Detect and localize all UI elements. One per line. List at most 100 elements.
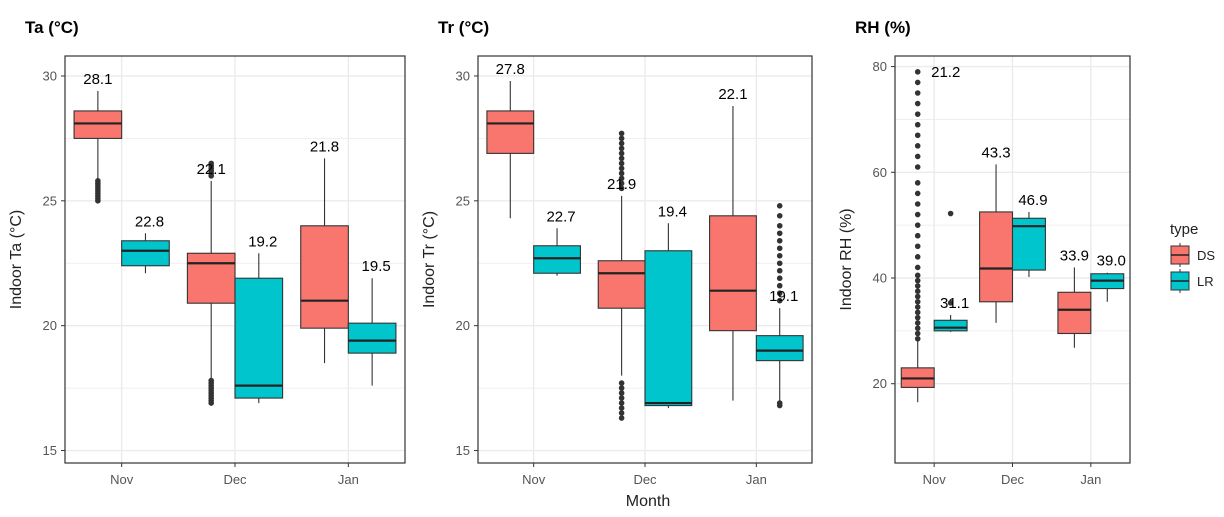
y-tick-label: 20	[873, 376, 887, 391]
box-body	[644, 250, 693, 407]
outlier-point	[914, 293, 921, 300]
value-label: 46.9	[1018, 192, 1047, 209]
outlier-point	[914, 111, 921, 117]
value-label: 33.9	[1060, 247, 1089, 264]
box-body	[486, 110, 535, 154]
outlier-point	[618, 135, 625, 142]
outlier-point	[776, 282, 783, 289]
outlier-point	[776, 252, 783, 259]
outlier-point	[618, 185, 625, 192]
value-label: 22.8	[135, 213, 164, 230]
x-tick-label: Nov	[110, 472, 134, 487]
outlier-point	[776, 297, 783, 304]
y-axis-label: Indoor RH (%)	[838, 208, 855, 310]
outlier-point	[776, 400, 783, 406]
value-label: 39.0	[1097, 253, 1126, 270]
outlier-point	[947, 210, 954, 217]
panel-title: Ta (°C)	[25, 18, 79, 37]
box-body	[597, 260, 646, 309]
outlier-point	[618, 405, 625, 411]
outlier-point	[618, 130, 625, 137]
outlier-point	[618, 145, 625, 152]
box-body	[186, 252, 236, 304]
outlier-point	[947, 300, 954, 306]
box-DS-jan: 33.9	[1057, 247, 1092, 348]
outlier-point	[914, 264, 921, 271]
y-tick-label: 20	[43, 318, 57, 333]
outlier-point	[914, 232, 921, 239]
outlier-point	[914, 330, 921, 337]
outlier-point	[618, 165, 625, 172]
box-LR-jan: 19.1	[755, 203, 804, 409]
value-label: 22.7	[546, 208, 575, 225]
value-label: 22.1	[718, 86, 747, 103]
box-LR-nov: 22.7	[533, 208, 581, 276]
value-label: 43.3	[981, 144, 1010, 161]
outlier-point	[914, 143, 921, 149]
legend-label: DS	[1197, 248, 1215, 263]
x-tick-label: Jan	[746, 472, 767, 487]
box-DS-dec: 43.3	[979, 144, 1014, 323]
outlier-point	[618, 390, 625, 396]
legend-title: type	[1170, 221, 1198, 238]
value-label: 28.1	[83, 71, 112, 88]
y-tick-label: 80	[873, 59, 887, 74]
outlier-point	[914, 153, 921, 160]
box-DS-dec: 21.9	[597, 130, 646, 421]
x-tick-label: Nov	[522, 472, 546, 487]
box-DS-nov: 28.1	[73, 71, 123, 204]
panel-title: RH (%)	[855, 18, 911, 37]
value-label: 19.4	[658, 203, 687, 220]
outlier-point	[914, 325, 921, 332]
outlier-point	[618, 380, 625, 386]
x-tick-label: Dec	[223, 472, 247, 487]
box-body	[73, 110, 123, 139]
panels: 28.1 22.1 21.8 22.8 19.2 19.5 15 20 25 30 Nov Dec Ja…	[8, 18, 1131, 487]
x-axis-label: Month	[626, 493, 670, 510]
outlier-point	[914, 320, 921, 326]
outlier-point	[914, 211, 921, 218]
box-body	[709, 215, 757, 332]
outlier-point	[618, 175, 625, 182]
value-label: 21.9	[607, 176, 636, 193]
outlier-point	[914, 132, 921, 139]
box-LR-nov: 31.1	[933, 210, 969, 332]
outlier-point	[914, 298, 921, 305]
outlier-point	[618, 155, 625, 162]
box-DS-nov: 21.2	[900, 64, 960, 403]
value-label: 21.2	[931, 64, 960, 81]
outlier-point	[208, 160, 214, 167]
box-body	[347, 322, 397, 354]
box-body	[755, 335, 804, 362]
panel-title: Tr (°C)	[438, 18, 489, 37]
y-tick-label: 20	[456, 318, 470, 333]
outlier-point	[914, 288, 921, 295]
y-tick-label: 30	[43, 68, 57, 83]
outlier-point	[914, 190, 921, 197]
y-tick-label: 15	[456, 443, 470, 458]
box-DS-jan: 22.1	[709, 86, 757, 401]
outlier-point	[914, 79, 921, 86]
box-body	[300, 225, 349, 329]
outlier-point	[914, 335, 921, 342]
outlier-point	[618, 150, 625, 157]
value-label: 21.8	[310, 138, 339, 155]
outlier-point	[776, 237, 783, 244]
outlier-point	[95, 178, 101, 184]
x-tick-label: Nov	[923, 472, 947, 487]
outlier-point	[914, 283, 921, 289]
panel-1: 28.1 22.1 21.8 22.8 19.2 19.5 15 20 25 30 Nov Dec Ja…	[8, 18, 406, 487]
y-tick-label: 25	[456, 193, 470, 208]
x-tick-label: Dec	[1001, 472, 1025, 487]
outlier-point	[208, 377, 214, 384]
outlier-point	[618, 415, 625, 421]
outlier-point	[914, 201, 921, 207]
y-axis-label: Indoor Tr (°C)	[421, 211, 438, 308]
outlier-point	[914, 69, 921, 75]
y-tick-label: 30	[456, 68, 470, 83]
value-label: 19.1	[769, 288, 798, 305]
outlier-point	[914, 222, 921, 228]
x-tick-label: Jan	[1080, 472, 1101, 487]
